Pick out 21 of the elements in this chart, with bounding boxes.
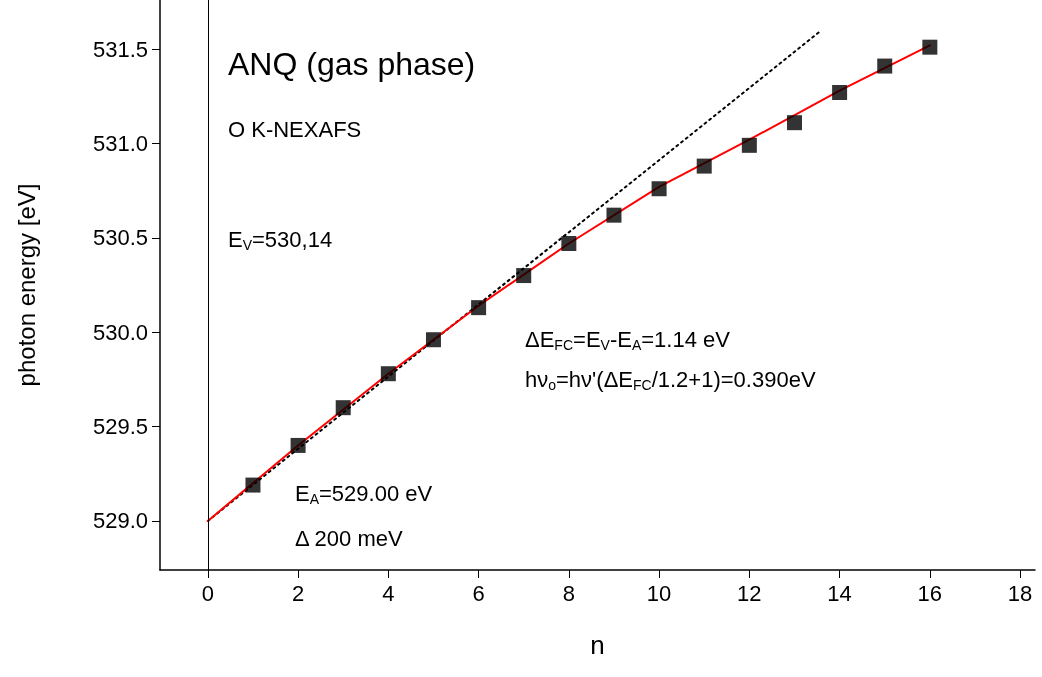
- y-tick-label: 530.0: [92, 319, 148, 345]
- y-tick-label: 529.5: [92, 414, 148, 440]
- y-tick-label: 530.5: [92, 225, 148, 251]
- x-tick-label: 6: [472, 580, 485, 606]
- x-axis-title: n: [590, 630, 605, 660]
- y-axis-title: photon energy [eV]: [12, 183, 40, 387]
- annotation: Δ 200 meV: [295, 525, 403, 551]
- x-tick-label: 16: [917, 580, 943, 606]
- x-tick-label: 0: [201, 580, 214, 606]
- x-tick-label: 18: [1007, 580, 1033, 606]
- x-tick-label: 2: [291, 580, 305, 606]
- x-tick-label: 4: [382, 580, 395, 606]
- x-tick-label: 12: [737, 580, 762, 606]
- annotation: O K-NEXAFS: [228, 116, 362, 142]
- y-tick-label: 531.0: [92, 130, 148, 156]
- y-tick-label: 531.5: [92, 36, 148, 62]
- y-tick-label: 529.0: [92, 508, 148, 534]
- x-tick-label: 8: [562, 580, 575, 606]
- annotation: ANQ (gas phase): [228, 46, 476, 82]
- x-tick-label: 10: [646, 580, 672, 606]
- x-tick-label: 14: [827, 580, 852, 606]
